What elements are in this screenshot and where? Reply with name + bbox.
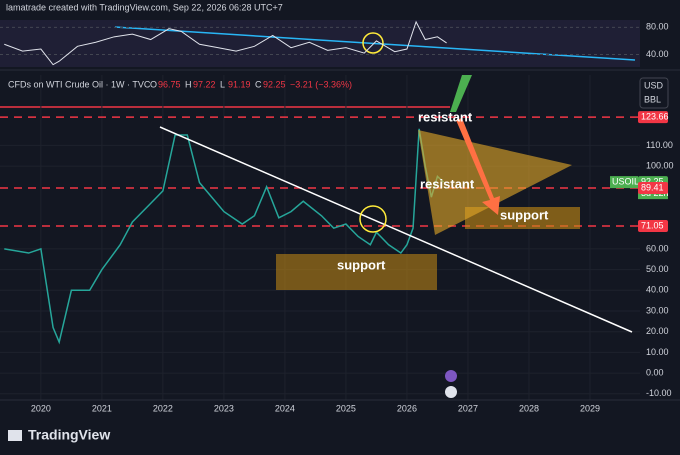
annotation: support [500, 207, 549, 222]
y-tick-label: 60.00 [646, 243, 669, 253]
ohlc-value: 97.22 [193, 79, 216, 89]
brand: TradingView [28, 427, 110, 443]
rsi-band [0, 20, 640, 67]
ohlc-value: 96.75 [158, 79, 181, 89]
x-tick-label: 2020 [31, 403, 51, 413]
triangle [418, 130, 572, 235]
y-tick-label: 80.00 [646, 22, 669, 32]
ohlc-label: H [185, 79, 192, 89]
circle [359, 205, 387, 233]
unit-box [639, 77, 669, 109]
y-tick-label: 110.00 [646, 140, 673, 150]
annotation: resistant [418, 109, 473, 124]
x-tick-label: 2027 [458, 403, 478, 413]
y-tick-label: 50.00 [646, 264, 669, 274]
flag-icon[interactable] [445, 386, 457, 398]
ticker-box [610, 176, 638, 189]
ohlc-label: L [220, 79, 225, 89]
price-label [638, 111, 668, 124]
ohlc-label: C [255, 79, 262, 89]
x-tick-label: 2023 [214, 403, 234, 413]
y-tick-label: 40.00 [646, 49, 669, 59]
price-label-text: 92.25 [641, 177, 664, 187]
y-tick-label: 20.00 [646, 326, 669, 336]
x-tick-label: 2024 [275, 403, 295, 413]
price-label-text: 89.41 [641, 182, 664, 192]
x-tick-label: 2029 [580, 403, 600, 413]
y-tick-label: -10.00 [646, 388, 672, 398]
price-label-text: 71.05 [641, 220, 664, 230]
x-tick-label: 2028 [519, 403, 539, 413]
y-tick-label: 0.00 [646, 367, 664, 377]
rsi-line [4, 20, 447, 66]
unit: BBL [644, 94, 661, 104]
support-zone [465, 207, 580, 229]
support-zone [276, 254, 437, 290]
ohlc-label: O [150, 79, 157, 89]
change: −3.21 (−3.36%) [290, 79, 352, 89]
annotation: resistant [420, 176, 475, 191]
symbol: CFDs on WTI Crude Oil · 1W · TVC [8, 79, 151, 89]
header: lamatrade created with TradingView.com, … [6, 2, 283, 12]
event-icon[interactable] [445, 370, 457, 382]
down-arrow [456, 118, 500, 215]
logo [8, 430, 22, 441]
x-tick-label: 2022 [153, 403, 173, 413]
y-tick-label: 40.00 [646, 285, 669, 295]
x-tick-label: 2021 [92, 403, 112, 413]
trendline [159, 126, 633, 333]
y-tick-label: 100.00 [646, 160, 674, 170]
ohlc-value: 92.25 [263, 79, 286, 89]
up-arrow [450, 75, 472, 112]
price-label [638, 220, 668, 233]
price-label [638, 182, 668, 195]
y-tick-label: 10.00 [646, 347, 669, 357]
price-line [4, 128, 445, 345]
ticker: USOIL [612, 177, 639, 187]
price-label-text: 123.66 [641, 111, 669, 121]
currency: USD [644, 80, 664, 90]
ohlc-value: 91.19 [228, 79, 251, 89]
x-tick-label: 2025 [336, 403, 356, 413]
annotation: support [337, 257, 386, 272]
y-tick-label: 30.00 [646, 305, 669, 315]
x-tick-label: 2026 [397, 403, 417, 413]
rsi-circle [362, 32, 384, 54]
